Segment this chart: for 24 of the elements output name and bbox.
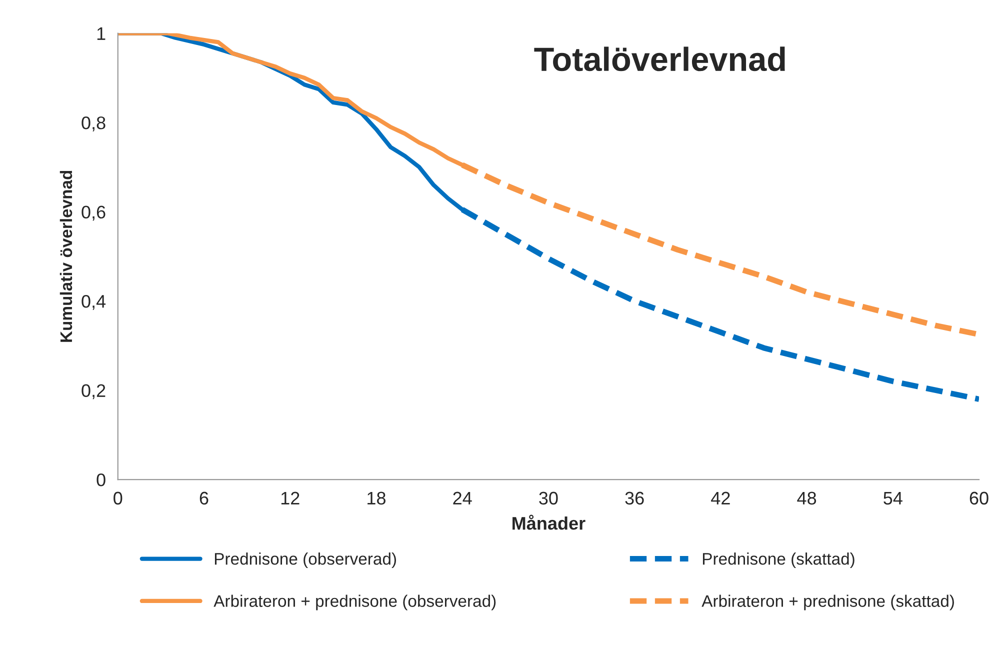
y-tick-label: 0 (96, 473, 106, 486)
x-tick-label: 0 (114, 492, 122, 505)
x-tick-label: 54 (884, 492, 902, 505)
legend-label: Prednisone (observerad) (214, 552, 396, 568)
x-tick-label: 24 (453, 492, 472, 504)
x-tick-label: 42 (711, 492, 730, 504)
y-tick-label: 1 (97, 27, 106, 40)
y-axis-title: Kumulativ överlevnad (60, 170, 72, 342)
x-tick-label: 36 (625, 492, 644, 505)
x-tick-label: 48 (797, 492, 816, 505)
y-tick-label: 0,4 (82, 294, 106, 310)
chart-title: Totalöverlevnad (534, 46, 785, 72)
legend-label: Prednisone (skattad) (702, 552, 854, 568)
y-tick-label: 0,2 (82, 384, 106, 400)
x-tick-label: 30 (539, 492, 558, 505)
legend-label: Arbirateron + prednisone (skattad) (702, 594, 954, 610)
x-tick-label: 6 (200, 492, 208, 505)
y-tick-label: 0,6 (82, 206, 106, 221)
x-axis-title: Månader (512, 514, 586, 530)
x-tick-label: 12 (281, 492, 300, 504)
x-tick-label: 18 (368, 492, 386, 505)
y-tick-label: 0,8 (82, 116, 106, 132)
x-tick-label: 60 (970, 492, 988, 505)
legend-label: Arbirateron + prednisone (observerad) (214, 594, 496, 610)
